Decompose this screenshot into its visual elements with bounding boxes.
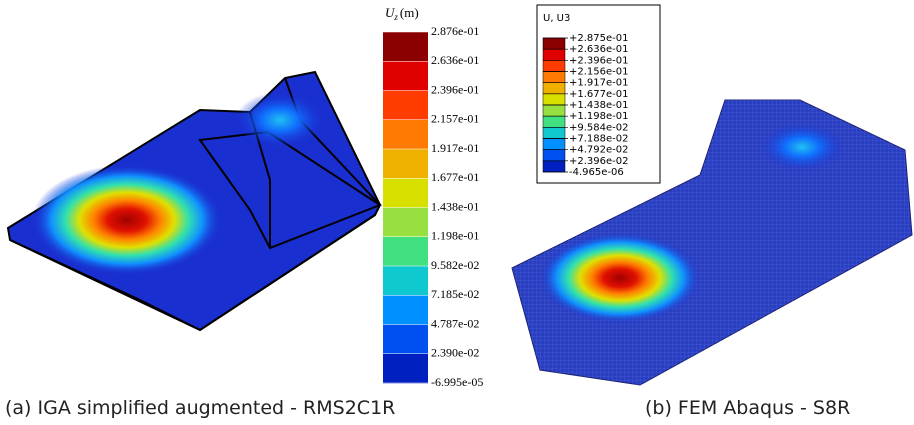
tick-label: 2.157e-01: [431, 112, 479, 126]
tick-label: 2.396e-01: [431, 82, 479, 96]
caption: (b) FEM Abaqus - S8R: [645, 397, 850, 419]
color-band: [542, 48, 566, 61]
colorbar-title: Uz (m): [385, 5, 419, 22]
fem-model: [511, 99, 913, 386]
symbol: U: [385, 5, 396, 20]
tick-label: 1.917e-01: [431, 141, 479, 155]
color-band: [383, 324, 428, 355]
tick-label: 2.876e-01: [431, 24, 479, 38]
color-band: [542, 71, 566, 83]
color-band: [383, 90, 428, 121]
tick-label: 4.787e-02: [431, 316, 479, 330]
unit: (m): [400, 5, 419, 20]
tick-label: 2.636e-01: [431, 53, 479, 67]
tick-label: +2.396e-02: [569, 156, 629, 167]
color-band: [383, 149, 428, 179]
tick-label: -6.995e-05: [431, 375, 483, 389]
color-band: [383, 295, 428, 325]
color-band: [542, 82, 566, 95]
color-band: [383, 266, 428, 296]
tick-label: +2.636e-01: [569, 44, 629, 55]
color-band: [542, 37, 566, 50]
color-band: [383, 207, 428, 238]
tick-label: +9.584e-02: [569, 122, 629, 133]
tick-label: +2.875e-01: [569, 33, 629, 44]
color-band: [542, 127, 566, 139]
subscript: z: [393, 12, 398, 22]
color-band: [383, 61, 428, 91]
tick-label: +1.917e-01: [569, 78, 629, 89]
tick-label: +2.396e-01: [569, 55, 629, 66]
tick-label: +4.792e-02: [569, 145, 629, 156]
color-band: [383, 353, 428, 384]
tick-label: +1.677e-01: [569, 89, 629, 100]
tick-label: 1.677e-01: [431, 170, 479, 184]
color-band: [542, 93, 566, 106]
color-band: [383, 119, 428, 150]
color-band: [542, 115, 566, 128]
tick-label: +2.156e-01: [569, 67, 629, 78]
color-band: [542, 60, 566, 72]
color-band: [542, 104, 566, 117]
tick-label: +1.198e-01: [569, 111, 629, 122]
color-band: [542, 160, 566, 173]
tick-label: 2.390e-02: [431, 346, 479, 360]
tick-label: 1.198e-01: [431, 229, 479, 243]
color-band: [542, 149, 566, 162]
tick-label: 7.185e-02: [431, 287, 479, 301]
color-band: [383, 236, 428, 267]
caption: (a) IGA simplified augmented - RMS2C1R: [5, 397, 395, 419]
tick-label: 1.438e-01: [431, 199, 479, 213]
legend: +2.875e-01+2.636e-01+2.396e-01+2.156e-01…: [542, 33, 629, 178]
tick-label: +1.438e-01: [569, 100, 629, 111]
iga-model: [6, 70, 383, 332]
colorbar: 2.876e-01 2.636e-01 2.396e-01 2.157e-01 1.91…: [383, 24, 483, 389]
tick-label: -4.965e-06: [569, 167, 624, 178]
color-band: [383, 178, 428, 208]
tick-label: +7.188e-02: [569, 134, 629, 145]
legend-title: U, U3: [543, 13, 570, 24]
color-band: [542, 138, 566, 150]
tick-label: 9.582e-02: [431, 258, 479, 272]
color-band: [383, 32, 428, 62]
